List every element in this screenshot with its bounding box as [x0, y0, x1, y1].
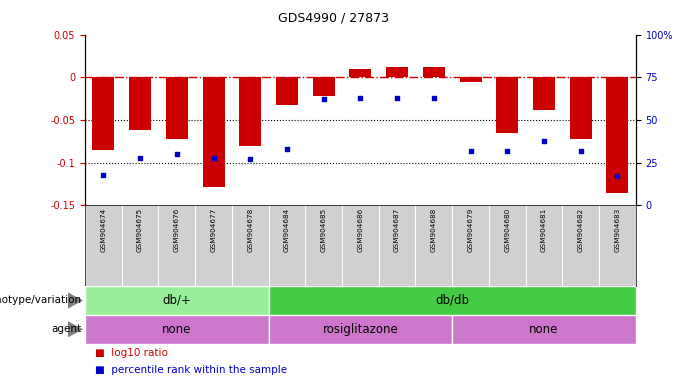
Point	[282, 146, 292, 152]
Text: GSM904680: GSM904680	[505, 208, 510, 252]
Point	[245, 156, 256, 162]
Bar	[92, 77, 114, 150]
Text: db/+: db/+	[163, 294, 191, 307]
Text: GSM904678: GSM904678	[248, 208, 253, 252]
Point	[575, 148, 586, 154]
Text: GSM904677: GSM904677	[211, 208, 216, 252]
Bar	[269, 286, 636, 315]
Bar	[452, 315, 636, 344]
Bar	[203, 77, 224, 187]
Text: genotype/variation: genotype/variation	[0, 295, 82, 306]
Bar	[350, 69, 371, 77]
Text: GSM904674: GSM904674	[101, 208, 106, 252]
Text: GSM904681: GSM904681	[541, 208, 547, 252]
Bar	[269, 315, 452, 344]
Bar	[607, 77, 628, 193]
Bar	[239, 77, 261, 146]
Text: ■  log10 ratio: ■ log10 ratio	[95, 348, 168, 358]
Bar	[129, 77, 151, 130]
Bar	[166, 77, 188, 139]
Text: none: none	[529, 323, 559, 336]
Point	[135, 154, 146, 161]
Bar	[423, 67, 445, 77]
Text: rosiglitazone: rosiglitazone	[322, 323, 398, 336]
Text: db/db: db/db	[435, 294, 469, 307]
Point	[318, 96, 329, 103]
Bar	[85, 315, 269, 344]
Bar	[85, 286, 269, 315]
Point	[355, 95, 366, 101]
Text: GSM904682: GSM904682	[578, 208, 583, 252]
Bar	[313, 77, 335, 96]
Text: agent: agent	[52, 324, 82, 334]
Point	[539, 137, 549, 144]
Text: GSM904685: GSM904685	[321, 208, 326, 252]
Bar	[533, 77, 555, 110]
Point	[465, 148, 476, 154]
Text: GSM904684: GSM904684	[284, 208, 290, 252]
Point	[612, 173, 623, 179]
Point	[392, 95, 403, 101]
Point	[171, 151, 182, 157]
Point	[208, 154, 219, 161]
Text: GSM904676: GSM904676	[174, 208, 180, 252]
Text: GSM904688: GSM904688	[431, 208, 437, 252]
Text: ■  percentile rank within the sample: ■ percentile rank within the sample	[95, 365, 288, 375]
Text: none: none	[162, 323, 192, 336]
Polygon shape	[68, 293, 83, 309]
Text: GSM904679: GSM904679	[468, 208, 473, 252]
Bar	[276, 77, 298, 104]
Point	[502, 148, 513, 154]
Bar	[460, 77, 481, 81]
Text: GDS4990 / 27873: GDS4990 / 27873	[277, 12, 389, 25]
Bar	[496, 77, 518, 133]
Polygon shape	[68, 321, 83, 337]
Bar	[386, 67, 408, 77]
Bar	[570, 77, 592, 139]
Point	[98, 172, 109, 178]
Text: GSM904675: GSM904675	[137, 208, 143, 252]
Text: GSM904686: GSM904686	[358, 208, 363, 252]
Text: GSM904683: GSM904683	[615, 208, 620, 252]
Text: GSM904687: GSM904687	[394, 208, 400, 252]
Point	[428, 95, 439, 101]
